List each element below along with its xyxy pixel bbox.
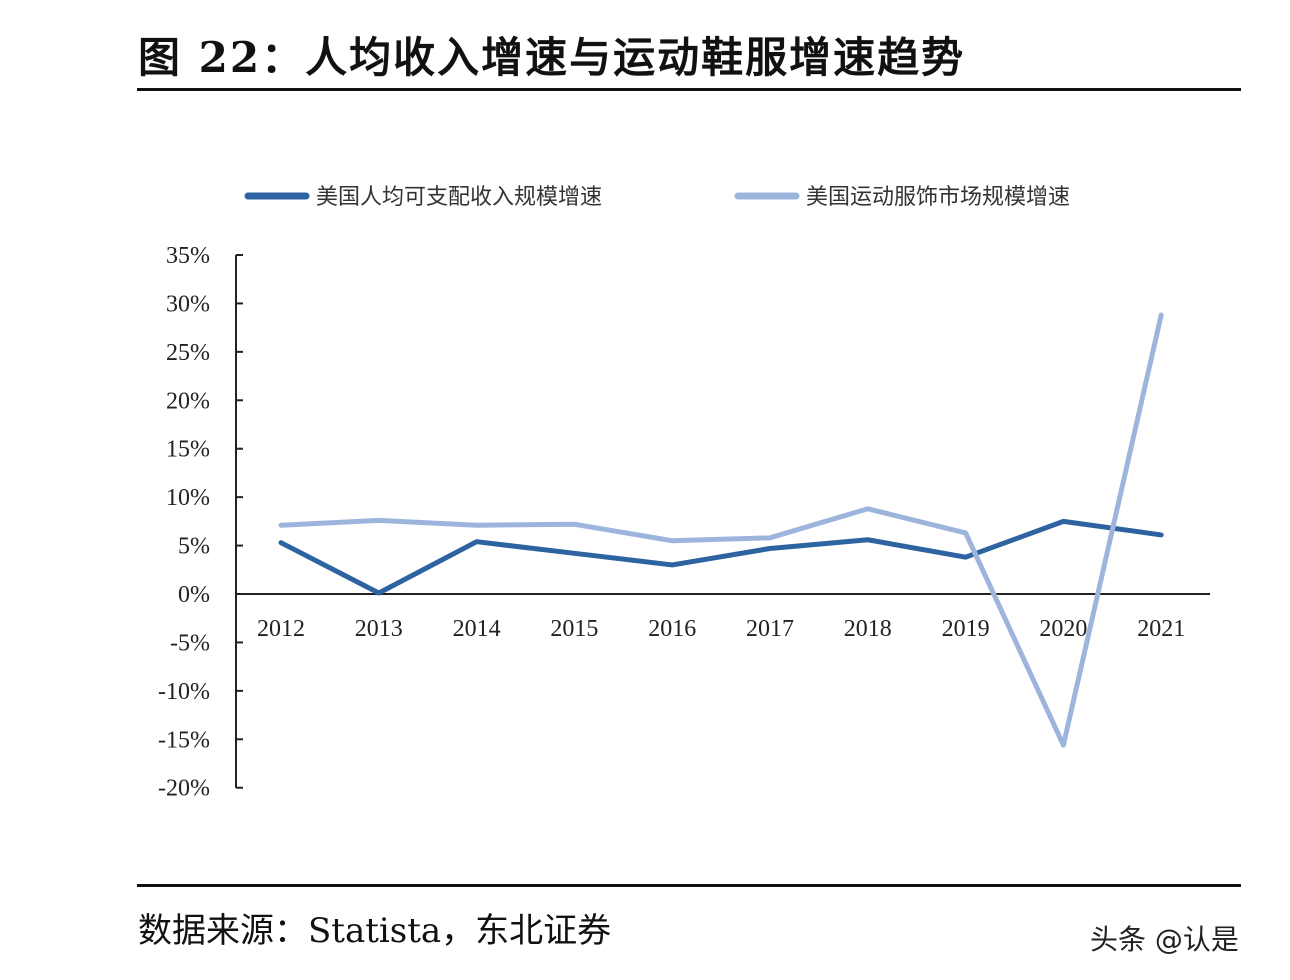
- y-tick-label: -5%: [170, 630, 210, 656]
- y-tick-label: -20%: [158, 776, 210, 802]
- y-tick-label: 15%: [166, 437, 210, 463]
- figure-title: 图 22：人均收入增速与运动鞋服增速趋势: [138, 33, 966, 82]
- x-tick-label: 2017: [746, 616, 794, 642]
- series-2: [278, 312, 1164, 748]
- x-tick-label: 2019: [942, 616, 990, 642]
- y-tick-label: 30%: [166, 291, 210, 317]
- x-tick-label: 2012: [257, 616, 305, 642]
- x-tick-label: 2020: [1039, 616, 1087, 642]
- series-1: [278, 518, 1164, 596]
- y-tick-label: 35%: [166, 243, 210, 269]
- y-tick-label: 25%: [166, 340, 210, 366]
- watermark: 头条 @认是: [1090, 923, 1239, 956]
- source-note: 数据来源：Statista，东北证券: [138, 911, 612, 951]
- x-tick-label: 2021: [1137, 616, 1185, 642]
- x-tick-label: 2015: [550, 616, 598, 642]
- series-line: [278, 518, 1164, 596]
- series-line: [278, 312, 1164, 748]
- x-tick-label: 2018: [844, 616, 892, 642]
- y-tick-label: 20%: [166, 388, 210, 414]
- y-tick-label: -10%: [158, 679, 210, 705]
- y-tick-label: 0%: [178, 582, 210, 608]
- x-tick-label: 2014: [453, 616, 501, 642]
- y-tick-label: -15%: [158, 727, 210, 753]
- x-tick-label: 2016: [648, 616, 696, 642]
- y-tick-label: 5%: [178, 534, 210, 560]
- x-tick-label: 2013: [355, 616, 403, 642]
- top-rule: [137, 88, 1241, 91]
- bottom-rule: [137, 884, 1241, 887]
- legend-label: 美国人均可支配收入规模增速: [316, 185, 602, 210]
- legend-label: 美国运动服饰市场规模增速: [806, 185, 1070, 210]
- y-tick-label: 10%: [166, 485, 210, 511]
